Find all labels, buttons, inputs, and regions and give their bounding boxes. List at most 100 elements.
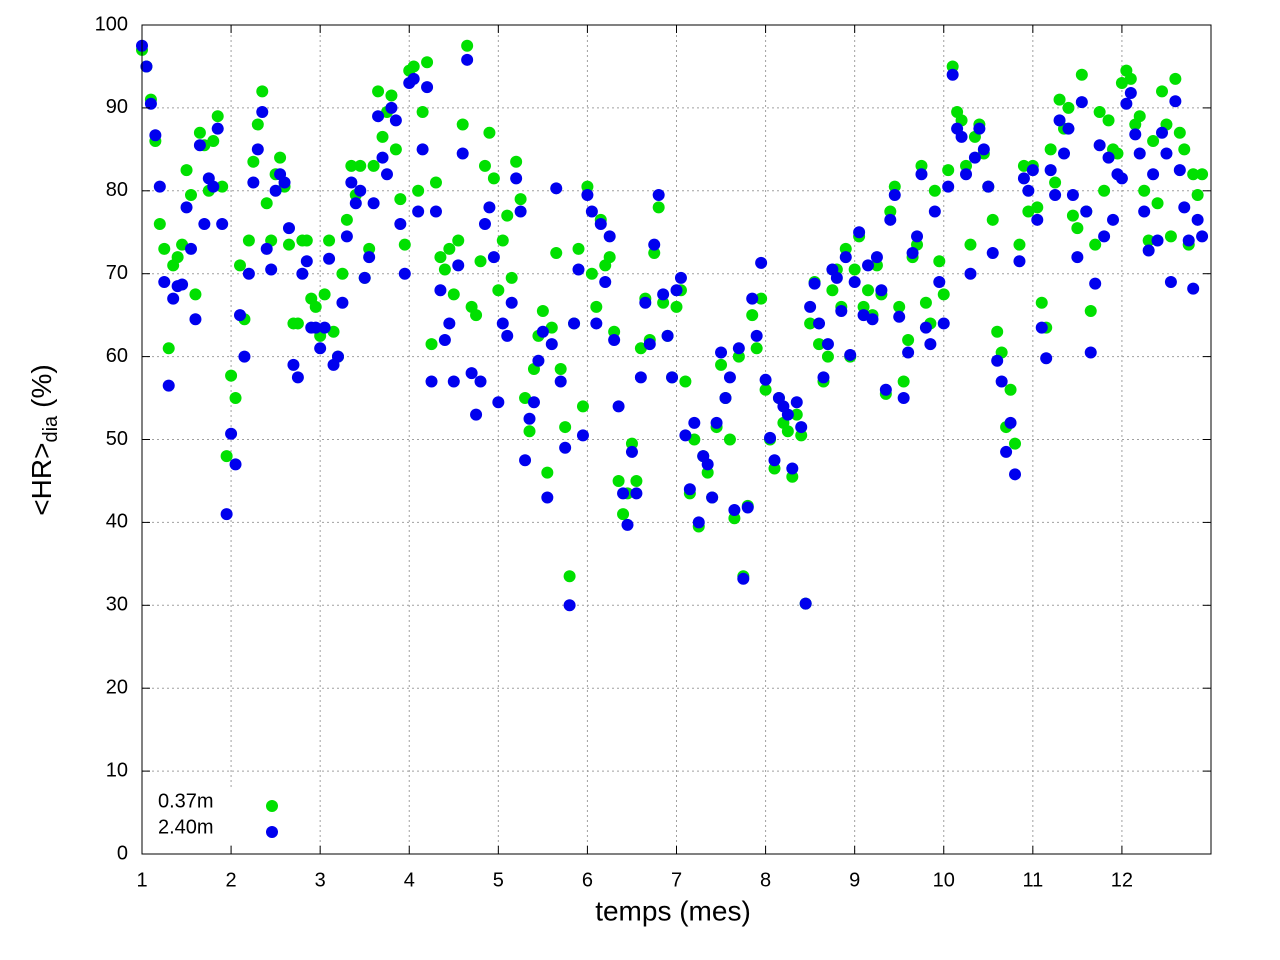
point	[541, 491, 554, 504]
point	[1000, 445, 1013, 458]
point	[857, 309, 870, 322]
point	[1120, 97, 1133, 110]
point	[1089, 238, 1102, 251]
point	[282, 222, 295, 235]
x-tick-label: 8	[760, 869, 771, 891]
point	[670, 284, 683, 297]
point	[639, 296, 652, 309]
point	[1107, 213, 1120, 226]
point	[781, 408, 794, 421]
point	[416, 106, 429, 119]
x-tick-label: 1	[136, 869, 147, 891]
point	[768, 462, 781, 475]
point	[652, 188, 665, 201]
point	[478, 217, 491, 230]
y-tick-label: 50	[106, 428, 128, 450]
point	[398, 267, 411, 280]
point	[1191, 188, 1204, 201]
point	[612, 474, 625, 487]
point	[862, 259, 875, 272]
point	[572, 263, 585, 276]
point	[884, 205, 897, 218]
point	[657, 288, 670, 301]
point	[1075, 68, 1088, 81]
point	[1089, 277, 1102, 290]
point	[229, 458, 242, 471]
point	[603, 251, 616, 264]
point	[478, 159, 491, 172]
point	[269, 184, 282, 197]
point	[732, 350, 745, 363]
point	[140, 60, 153, 73]
point	[888, 180, 901, 193]
point	[300, 255, 313, 268]
point	[1017, 159, 1030, 172]
point	[220, 508, 233, 521]
point	[563, 570, 576, 583]
y-tick-label: 0	[117, 842, 128, 864]
point	[688, 416, 701, 429]
point	[483, 201, 496, 214]
point	[755, 292, 768, 305]
point	[1164, 230, 1177, 243]
point	[884, 213, 897, 226]
point	[799, 597, 812, 610]
point	[839, 242, 852, 255]
point	[804, 317, 817, 330]
point	[821, 350, 834, 363]
point	[536, 305, 549, 318]
point	[394, 193, 407, 206]
point	[340, 213, 353, 226]
point	[701, 466, 714, 479]
point	[1173, 164, 1186, 177]
point	[149, 129, 162, 142]
point	[260, 197, 273, 210]
point	[501, 329, 514, 342]
point	[501, 209, 514, 222]
point	[465, 367, 478, 380]
point	[911, 230, 924, 243]
point	[679, 375, 692, 388]
point	[1169, 72, 1182, 85]
point	[759, 383, 772, 396]
point	[1133, 147, 1146, 160]
point	[242, 267, 255, 280]
point	[986, 213, 999, 226]
y-tick-label: 30	[106, 594, 128, 616]
point	[915, 168, 928, 181]
point	[340, 230, 353, 243]
point	[652, 201, 665, 214]
point	[759, 373, 772, 386]
point	[550, 182, 563, 195]
point	[559, 441, 572, 454]
point	[1196, 230, 1209, 243]
point	[385, 89, 398, 102]
point	[813, 317, 826, 330]
point	[229, 392, 242, 405]
x-tick-label: 5	[493, 869, 504, 891]
point	[407, 60, 420, 73]
y-tick-label: 60	[106, 345, 128, 367]
point	[372, 110, 385, 123]
point	[296, 267, 309, 280]
point	[251, 143, 264, 156]
point	[1044, 143, 1057, 156]
point	[1129, 128, 1142, 141]
point	[336, 267, 349, 280]
point	[835, 305, 848, 318]
point	[919, 296, 932, 309]
point	[554, 375, 567, 388]
point	[928, 184, 941, 197]
point	[421, 56, 434, 69]
point	[746, 309, 759, 322]
point	[942, 164, 955, 177]
legend: 0.37m 2.40m	[150, 788, 300, 844]
point	[960, 159, 973, 172]
point	[657, 296, 670, 309]
point	[256, 85, 269, 98]
point	[808, 277, 821, 290]
point	[421, 81, 434, 94]
point	[1031, 201, 1044, 214]
point	[514, 205, 527, 218]
point	[207, 180, 220, 193]
